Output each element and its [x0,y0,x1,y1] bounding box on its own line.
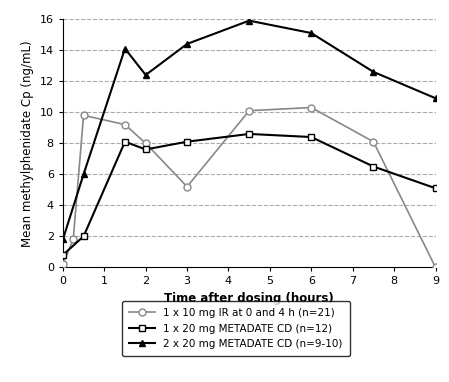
Legend: 1 x 10 mg IR at 0 and 4 h (n=21), 1 x 20 mg METADATE CD (n=12), 2 x 20 mg METADA: 1 x 10 mg IR at 0 and 4 h (n=21), 1 x 20… [122,301,350,356]
Y-axis label: Mean methylphenidate Cp (ng/mL): Mean methylphenidate Cp (ng/mL) [21,40,34,246]
X-axis label: Time after dosing (hours): Time after dosing (hours) [164,292,334,305]
